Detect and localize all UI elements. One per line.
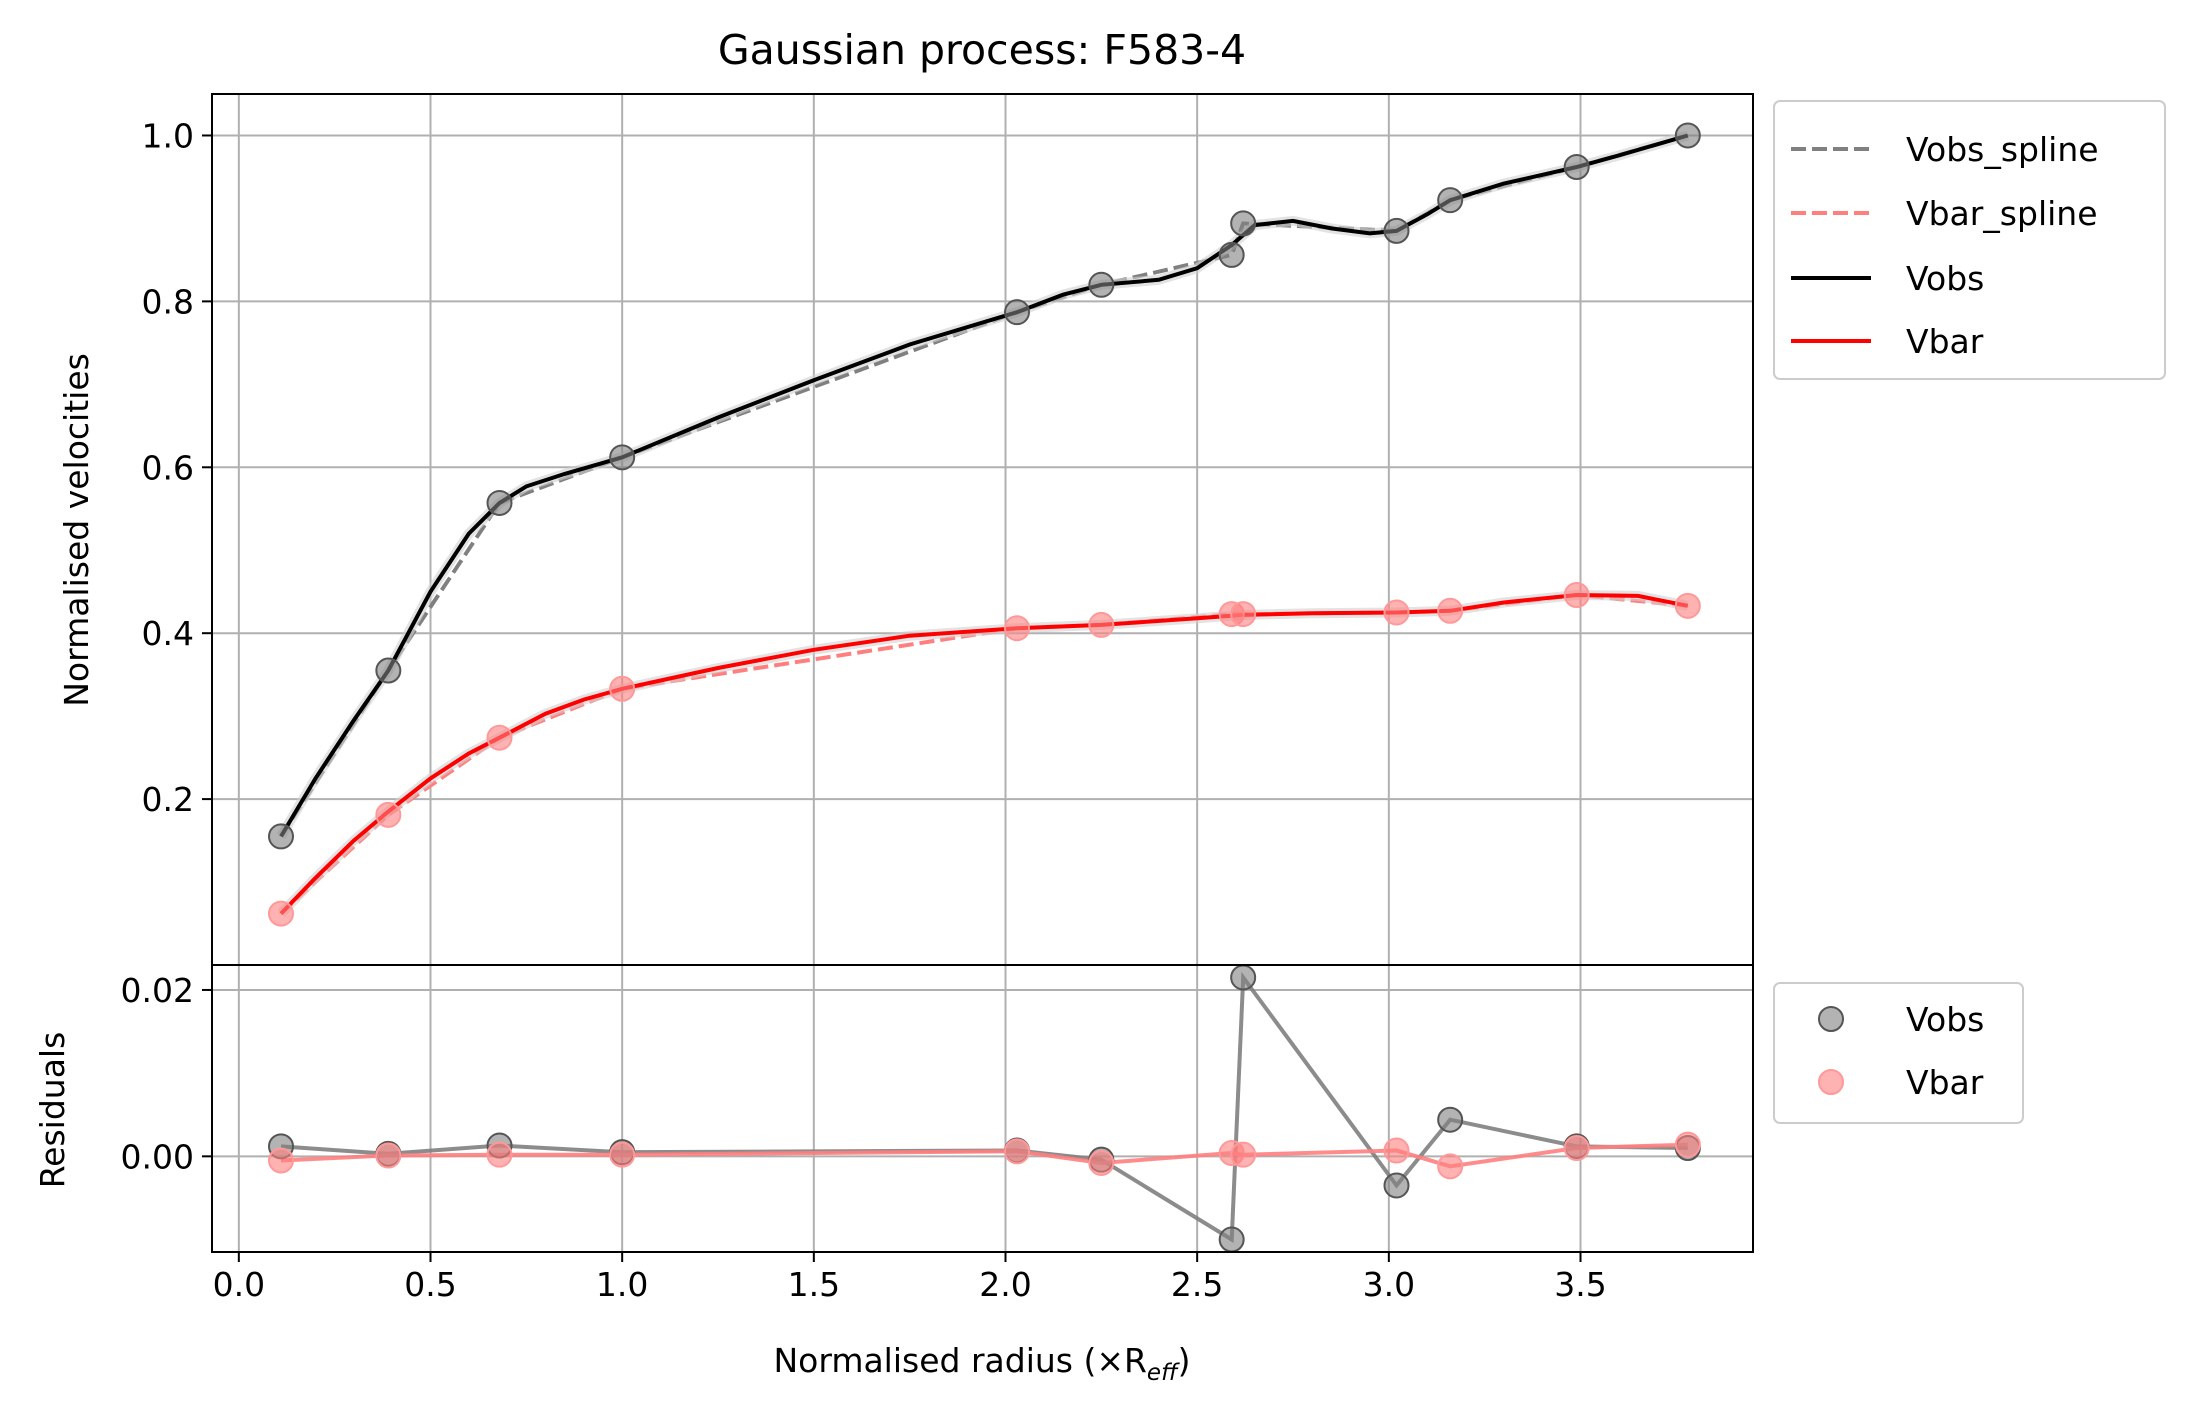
residual-point-vbar-9 — [1437, 1153, 1464, 1180]
residual-point-vobs-9 — [1437, 1106, 1464, 1133]
x-tick-label-6: 3.0 — [1363, 1265, 1415, 1304]
main-y-tick-label-3: 0.8 — [142, 282, 194, 321]
legend-label-residual-vobs: Vobs — [1906, 1000, 1984, 1039]
data-point-vbar-7 — [1230, 601, 1257, 628]
residual-legend-box — [1773, 982, 2024, 1124]
residual-point-vobs-7 — [1230, 964, 1257, 991]
x-tick-label-5: 2.5 — [1171, 1265, 1223, 1304]
x-tick-label-0: 0.0 — [213, 1265, 265, 1304]
legend-label-vobs: Vobs — [1906, 259, 1984, 298]
residual-line-vbar — [280, 1142, 1688, 1169]
residual-point-vbar-5 — [1088, 1149, 1115, 1176]
data-point-vobs-3 — [609, 444, 636, 471]
residual-grid — [212, 965, 1753, 1252]
residual-y-tick-label-1: 0.02 — [121, 971, 194, 1010]
data-point-vobs-7 — [1230, 210, 1257, 237]
legend-marker-residual-vobs — [1818, 1006, 1844, 1032]
residual-axes-frame — [211, 964, 1754, 1253]
residual-point-vbar-11 — [1674, 1131, 1701, 1158]
residual-point-vbar-10 — [1563, 1135, 1590, 1162]
data-point-vbar-10 — [1563, 582, 1590, 609]
data-point-vbar-8 — [1383, 599, 1410, 626]
main-y-axis-label: Normalised velocities — [57, 353, 96, 707]
main-y-tick-label-1: 0.4 — [142, 614, 194, 653]
x-tick-label-7: 3.5 — [1554, 1265, 1606, 1304]
data-point-vbar-1 — [375, 801, 402, 828]
data-point-vbar-2 — [486, 724, 513, 751]
residual-point-vobs-8 — [1383, 1172, 1410, 1199]
legend-label-vbar-spline: Vbar_spline — [1906, 194, 2098, 233]
data-point-vobs-0 — [268, 823, 294, 850]
main-legend: Vobs_spline Vbar_spline Vobs Vbar — [1773, 100, 2166, 380]
main-ticks: 0.2 0.4 0.6 0.8 1.0 — [142, 116, 212, 819]
main-series-layer — [268, 122, 1701, 927]
main-y-tick-label-0: 0.2 — [142, 780, 194, 819]
residual-point-vobs-6 — [1218, 1226, 1245, 1253]
residual-legend: Vobs Vbar — [1773, 982, 2024, 1124]
x-tick-label-3: 1.5 — [788, 1265, 840, 1304]
x-axis-label: Normalised radius (×Reff) — [773, 1341, 1190, 1386]
main-y-tick-label-4: 1.0 — [142, 116, 194, 155]
series-line-vbar-spline — [279, 592, 1688, 916]
data-point-vbar-0 — [268, 900, 294, 927]
x-tick-label-1: 0.5 — [404, 1265, 456, 1304]
series-line-vbar — [279, 592, 1689, 915]
data-point-vobs-8 — [1383, 217, 1410, 244]
series-line-vobs-spline — [279, 133, 1689, 838]
chart-title: Gaussian process: F583-4 — [718, 26, 1246, 74]
data-point-vobs-1 — [375, 657, 402, 684]
data-point-vbar-9 — [1437, 597, 1464, 624]
x-tick-label-2: 1.0 — [596, 1265, 648, 1304]
data-point-vobs-9 — [1437, 187, 1464, 214]
residual-point-vbar-2 — [486, 1141, 513, 1168]
main-legend-box — [1773, 100, 2166, 380]
residual-series-layer — [268, 964, 1701, 1253]
residual-point-vbar-0 — [268, 1147, 294, 1174]
data-point-vobs-6 — [1218, 241, 1245, 268]
data-point-vobs-2 — [486, 489, 513, 516]
data-point-vobs-4 — [1004, 299, 1030, 326]
series-band-vbar — [277, 589, 1689, 918]
residual-point-vbar-1 — [375, 1142, 402, 1169]
main-axes-frame — [211, 93, 1754, 966]
data-point-vbar-11 — [1674, 592, 1701, 619]
legend-label-vbar: Vbar — [1906, 322, 1984, 361]
residual-point-vbar-8 — [1383, 1137, 1410, 1164]
data-point-vobs-11 — [1674, 122, 1701, 149]
residual-y-tick-label-0: 0.00 — [121, 1137, 194, 1176]
residual-y-axis-label: Residuals — [33, 1032, 72, 1189]
legend-marker-residual-vbar — [1818, 1069, 1844, 1095]
data-point-vbar-4 — [1004, 615, 1030, 642]
main-grid — [212, 94, 1753, 965]
legend-label-residual-vbar: Vbar — [1906, 1063, 1984, 1102]
data-point-vbar-3 — [609, 675, 636, 702]
x-axis-label-close: ) — [1178, 1341, 1191, 1380]
data-point-vobs-10 — [1563, 153, 1590, 180]
residual-point-vbar-4 — [1004, 1138, 1030, 1165]
data-point-vobs-5 — [1088, 271, 1115, 298]
residual-ticks: 0.0 0.5 1.0 1.5 2.0 2.5 3.0 3.5 0.00 0.02 — [121, 971, 1607, 1304]
legend-label-vobs-spline: Vobs_spline — [1906, 130, 2099, 169]
main-y-tick-label-2: 0.6 — [142, 448, 194, 487]
data-point-vbar-5 — [1088, 611, 1115, 638]
x-axis-label-sub: eff — [1147, 1360, 1180, 1386]
residual-line-vobs — [280, 971, 1688, 1243]
residual-point-vbar-3 — [609, 1141, 636, 1168]
residual-point-vbar-7 — [1230, 1141, 1257, 1168]
x-tick-label-4: 2.0 — [979, 1265, 1031, 1304]
x-axis-label-main: Normalised radius (×R — [773, 1341, 1146, 1380]
series-line-vobs — [279, 133, 1689, 838]
